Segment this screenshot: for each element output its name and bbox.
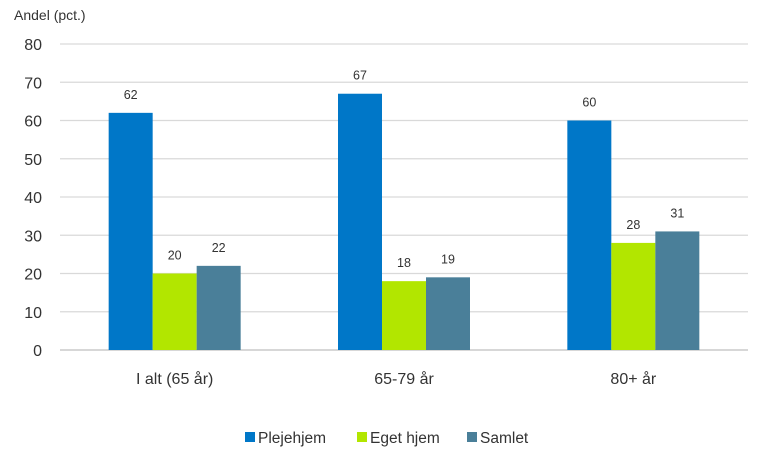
x-tick-label: 65-79 år (374, 370, 434, 388)
legend-swatch (357, 432, 367, 442)
legend-label: Eget hjem (370, 430, 440, 447)
data-label: 67 (353, 69, 367, 83)
bar-samlet (196, 265, 241, 350)
y-tick-label: 70 (24, 75, 42, 92)
data-label: 62 (124, 88, 138, 102)
y-tick-label: 40 (24, 190, 42, 207)
x-tick-label: 80+ år (610, 370, 656, 388)
y-tick-label: 10 (24, 305, 42, 322)
bar-eget-hjem (382, 281, 426, 350)
y-tick-label: 0 (33, 343, 42, 360)
y-tick-label: 50 (24, 152, 42, 169)
bar-eget-hjem (152, 273, 197, 350)
legend-swatch (467, 432, 477, 442)
x-tick-label: I alt (65 år) (136, 370, 213, 388)
data-label: 18 (397, 256, 411, 270)
bar-eget-hjem (611, 242, 656, 350)
bar-plejehjem (108, 112, 153, 350)
y-axis-label: Andel (pct.) (14, 7, 86, 23)
bar-plejehjem (567, 120, 612, 350)
y-tick-label: 80 (24, 37, 42, 54)
data-label: 22 (212, 241, 226, 255)
data-label: 60 (582, 96, 596, 110)
data-label: 31 (670, 206, 684, 220)
bar-samlet (655, 231, 700, 350)
data-label: 20 (168, 249, 182, 263)
y-tick-label: 30 (24, 228, 42, 245)
y-tick-label: 20 (24, 267, 42, 284)
legend-swatch (245, 432, 255, 442)
bar-samlet (426, 277, 470, 350)
legend-label: Plejehjem (258, 430, 326, 447)
data-label: 28 (626, 218, 640, 232)
bar-plejehjem (338, 93, 382, 350)
data-label: 19 (441, 252, 455, 266)
legend-label: Samlet (480, 430, 529, 447)
y-tick-label: 60 (24, 114, 42, 131)
